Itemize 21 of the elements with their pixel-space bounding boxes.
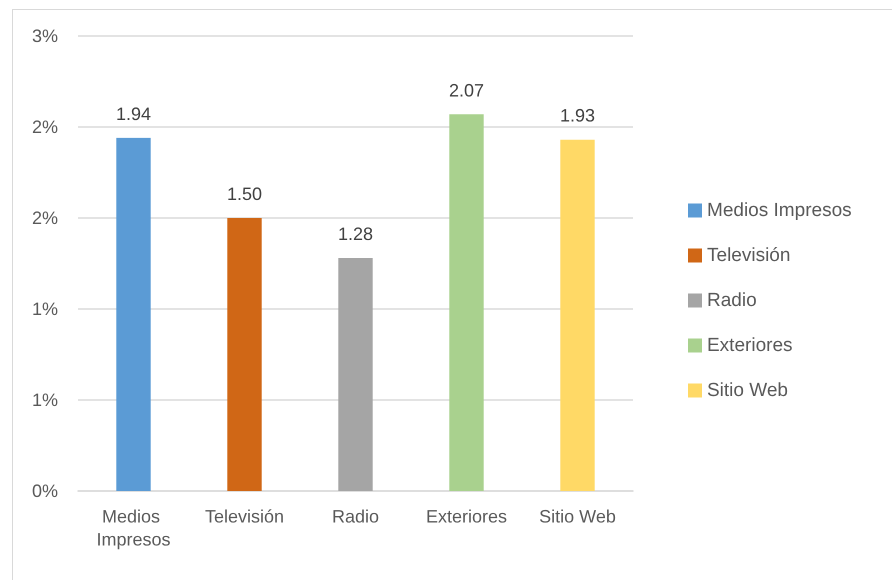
y-tick-label: 1% bbox=[32, 390, 58, 410]
y-tick-label: 2% bbox=[32, 208, 58, 228]
x-tick-label: Sitio Web bbox=[539, 506, 616, 526]
x-tick-label: Radio bbox=[332, 506, 380, 526]
legend-label: Sitio Web bbox=[707, 380, 788, 401]
x-tick-label: Exteriores bbox=[426, 506, 508, 526]
x-tick-label: Televisión bbox=[204, 506, 284, 526]
data-label: 2.07 bbox=[448, 80, 484, 100]
legend-label: Radio bbox=[707, 290, 757, 311]
data-label: 1.94 bbox=[116, 104, 152, 124]
legend-label: Exteriores bbox=[707, 335, 793, 356]
data-label: 1.93 bbox=[560, 106, 596, 126]
y-tick-label: 2% bbox=[32, 117, 58, 137]
x-tick-label: Medios Impresos bbox=[96, 506, 171, 550]
y-tick-label: 1% bbox=[32, 299, 58, 319]
y-tick-label: 3% bbox=[32, 26, 58, 46]
y-tick-label: 0% bbox=[32, 481, 58, 501]
legend-label: Televisión bbox=[707, 245, 790, 266]
data-label: 1.50 bbox=[226, 184, 262, 204]
data-label: 1.28 bbox=[338, 224, 374, 244]
legend-label: Medios Impresos bbox=[707, 200, 852, 221]
